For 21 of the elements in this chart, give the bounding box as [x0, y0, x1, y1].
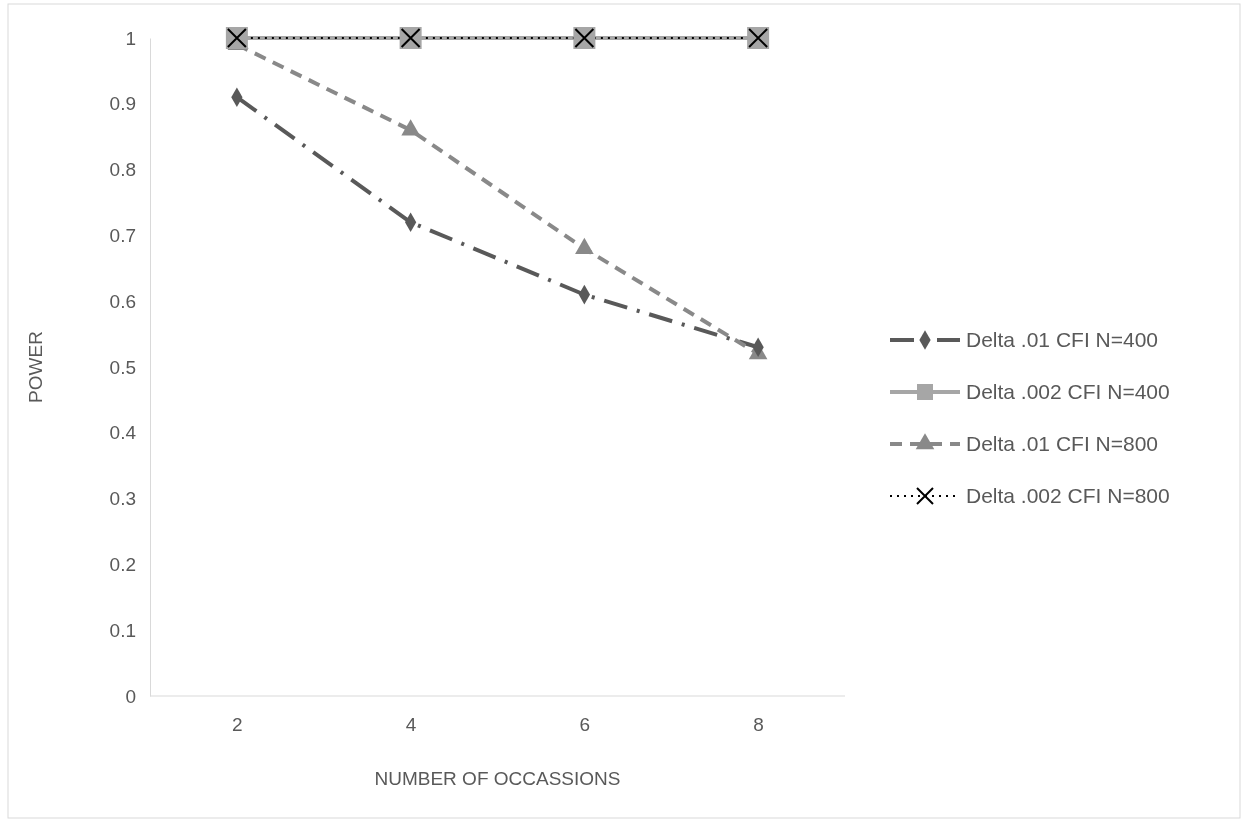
y-tick-label: 0.1 [109, 619, 136, 641]
y-tick-label: 0.5 [109, 356, 136, 378]
y-tick-label: 0 [125, 685, 136, 707]
y-tick-label: 0.8 [109, 159, 136, 181]
y-tick-label: 0.7 [109, 224, 136, 246]
y-tick-label: 0.9 [109, 93, 136, 115]
x-tick-label: 4 [405, 714, 417, 736]
x-tick-label: 8 [753, 714, 764, 736]
y-tick-label: 0.6 [109, 290, 136, 312]
x-axis-title: NUMBER OF OCCASSIONS [374, 768, 621, 789]
legend-label: Delta .002 CFI N=400 [966, 380, 1170, 403]
x-tick-label: 2 [232, 714, 243, 736]
y-tick-label: 0.3 [109, 488, 136, 510]
legend-label: Delta .01 CFI N=800 [966, 432, 1159, 455]
y-axis-title: POWER [25, 331, 46, 403]
x-tick-label: 6 [579, 714, 591, 736]
legend-label: Delta .002 CFI N=800 [966, 484, 1170, 507]
y-tick-label: 1 [125, 27, 136, 49]
y-tick-label: 0.4 [109, 422, 137, 444]
legend-label: Delta .01 CFI N=400 [966, 328, 1159, 351]
y-tick-label: 0.2 [109, 553, 136, 575]
